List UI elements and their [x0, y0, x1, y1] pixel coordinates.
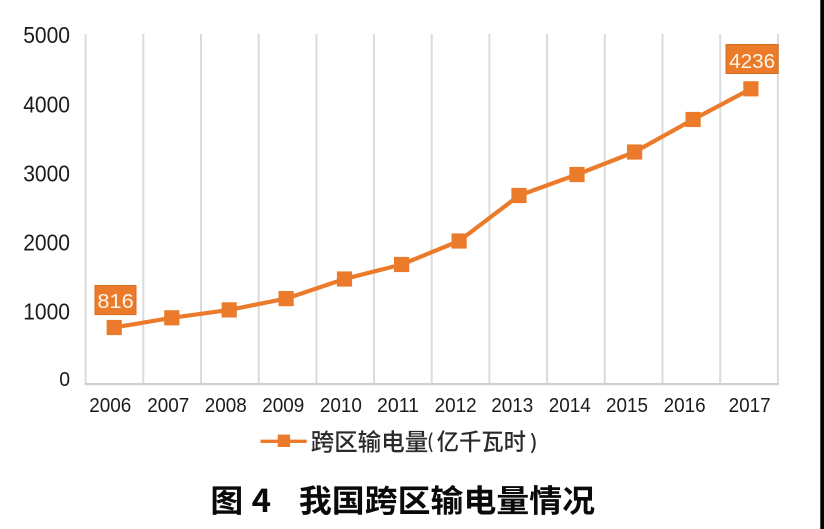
svg-text:2016: 2016 — [664, 395, 706, 417]
svg-text:0: 0 — [59, 368, 70, 391]
svg-text:816: 816 — [97, 291, 133, 313]
svg-text:4000: 4000 — [23, 91, 70, 117]
svg-text:2007: 2007 — [147, 395, 189, 417]
svg-text:2015: 2015 — [606, 395, 648, 417]
svg-text:2017: 2017 — [729, 395, 771, 417]
svg-text:2012: 2012 — [435, 395, 477, 417]
svg-text:2014: 2014 — [549, 395, 591, 417]
svg-text:2011: 2011 — [377, 395, 419, 417]
svg-text:5000: 5000 — [23, 22, 70, 48]
svg-text:2009: 2009 — [262, 395, 304, 417]
svg-text:2008: 2008 — [205, 395, 247, 417]
svg-text:2006: 2006 — [89, 395, 131, 417]
svg-text:2013: 2013 — [491, 395, 533, 417]
svg-text:2010: 2010 — [320, 395, 362, 417]
svg-text:2000: 2000 — [23, 230, 70, 256]
svg-text:3000: 3000 — [23, 161, 70, 187]
svg-text:4236: 4236 — [729, 51, 775, 73]
svg-text:1000: 1000 — [23, 298, 70, 324]
